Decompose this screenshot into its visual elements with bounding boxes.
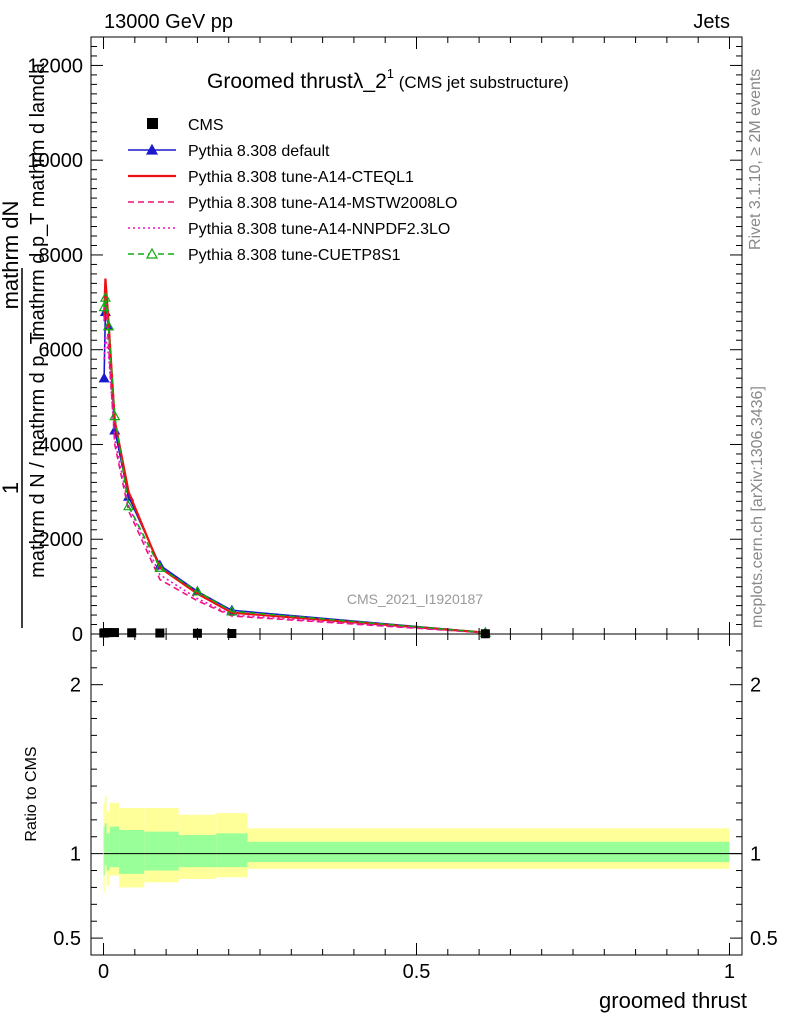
main-y-axis-label: 1 mathrm dN mathrm d N / mathrm d p_T ma… [0, 62, 49, 628]
series-line-3 [103, 335, 486, 634]
ratio-y-axis: 0.5 0.5 1 1 2 2 [53, 633, 778, 956]
ratio-y-axis-label: Ratio to CMS [23, 746, 40, 841]
ratio-y-tick-label: 2 [70, 675, 81, 697]
x-axis-label: groomed thrust [599, 988, 747, 1013]
series-line-4 [103, 297, 486, 634]
mcplots-reference: mcplots.cern.ch [arXiv:1306.3436] [749, 386, 766, 628]
series-line-0 [103, 311, 486, 634]
series-point-4 [226, 605, 238, 616]
uncertainty-band-inner [104, 823, 107, 866]
x-tick-label: 0 [98, 961, 109, 983]
uncertainty-band-inner [103, 826, 105, 876]
ratio-panel: 0.5 0.51 12 2 0 0.5 1 Ratio to CMS [23, 37, 778, 983]
analysis-watermark: CMS_2021_I1920187 [347, 591, 483, 607]
main-plot-content [98, 278, 491, 639]
ratio-y-tick-label: 0.5 [53, 928, 81, 950]
uncertainty-band-inner [106, 833, 110, 871]
legend-label-1: Pythia 8.308 tune-A14-CTEQL1 [188, 169, 414, 186]
legend-marker-cms [147, 118, 158, 129]
rivet-version-label: Rivet 3.1.10, ≥ 2M events [747, 69, 764, 250]
legend: CMS Pythia 8.308 default Pythia 8.308 tun… [128, 117, 457, 264]
cms-data-point [127, 628, 137, 638]
uncertainty-band-inner [216, 833, 248, 868]
series-point-4 [154, 561, 166, 572]
uncertainty-band-inner [144, 831, 179, 871]
legend-marker-0 [145, 143, 159, 155]
main-y-axis: 0 2000 4000 6000 8000 10000 12000 [27, 36, 742, 646]
ratio-y-tick-label-right: 1 [750, 844, 761, 866]
legend-label-0: Pythia 8.308 default [188, 143, 330, 160]
uncertainty-band-inner [119, 829, 145, 874]
ratio-y-tick-label: 1 [70, 844, 81, 866]
process-label: Jets [693, 11, 730, 33]
ylabel-dn: mathrm dN [0, 201, 23, 310]
y-tick-label: 2000 [39, 529, 84, 551]
x-tick-label: 1 [724, 961, 735, 983]
cms-data-point [103, 628, 113, 638]
ratio-y-tick-label-right: 0.5 [750, 928, 778, 950]
ratio-frame [90, 633, 743, 956]
series-line-2 [103, 297, 486, 634]
legend-label-cms: CMS [188, 117, 224, 134]
legend-marker-4 [145, 247, 159, 259]
cms-data-point [155, 628, 165, 638]
series-point-4 [109, 410, 121, 421]
ylabel-numerator: mathrm d N / mathrm d p_T [27, 332, 49, 578]
uncertainty-band-inner [178, 835, 217, 868]
legend-label-3: Pythia 8.308 tune-A14-NNPDF2.3LO [188, 221, 450, 238]
y-tick-label: 4000 [39, 434, 84, 456]
x-tick-label: 0.5 [403, 961, 431, 983]
uncertainty-band-inner [247, 841, 730, 863]
series-point-4 [98, 301, 110, 312]
uncertainty-band-inner [109, 826, 120, 868]
series-point-4 [99, 291, 111, 302]
energy-label: 13000 GeV pp [104, 11, 233, 33]
x-axis: 0 0.5 1 [98, 37, 735, 983]
cms-data-point [109, 628, 119, 638]
y-tick-label: 0 [72, 624, 83, 646]
ylabel-denominator: mathrm d p_T mathrm d lamda [27, 62, 49, 337]
legend-label-4: Pythia 8.308 tune-CUETP8S1 [188, 247, 401, 264]
series-point-4 [191, 585, 203, 596]
y-tick-label: 6000 [39, 340, 84, 362]
series-line-1 [103, 278, 486, 634]
y-tick-label: 8000 [39, 245, 84, 267]
ratio-plot-content [103, 796, 742, 893]
ratio-y-tick-label-right: 2 [750, 675, 761, 697]
ylabel-one: 1 [0, 482, 23, 494]
y-tick-label: 10000 [27, 150, 83, 172]
legend-label-2: Pythia 8.308 tune-A14-MSTW2008LO [188, 195, 457, 212]
y-tick-label: 12000 [27, 55, 83, 77]
series-point-0 [98, 372, 110, 383]
series-point-4 [103, 320, 115, 331]
plot-title: Groomed thrustλ_21 (CMS jet substructure… [207, 66, 569, 93]
main-panel: 0 2000 4000 6000 8000 10000 12000 CMS_2021_I19… [27, 36, 743, 646]
series-point-4 [123, 500, 135, 511]
